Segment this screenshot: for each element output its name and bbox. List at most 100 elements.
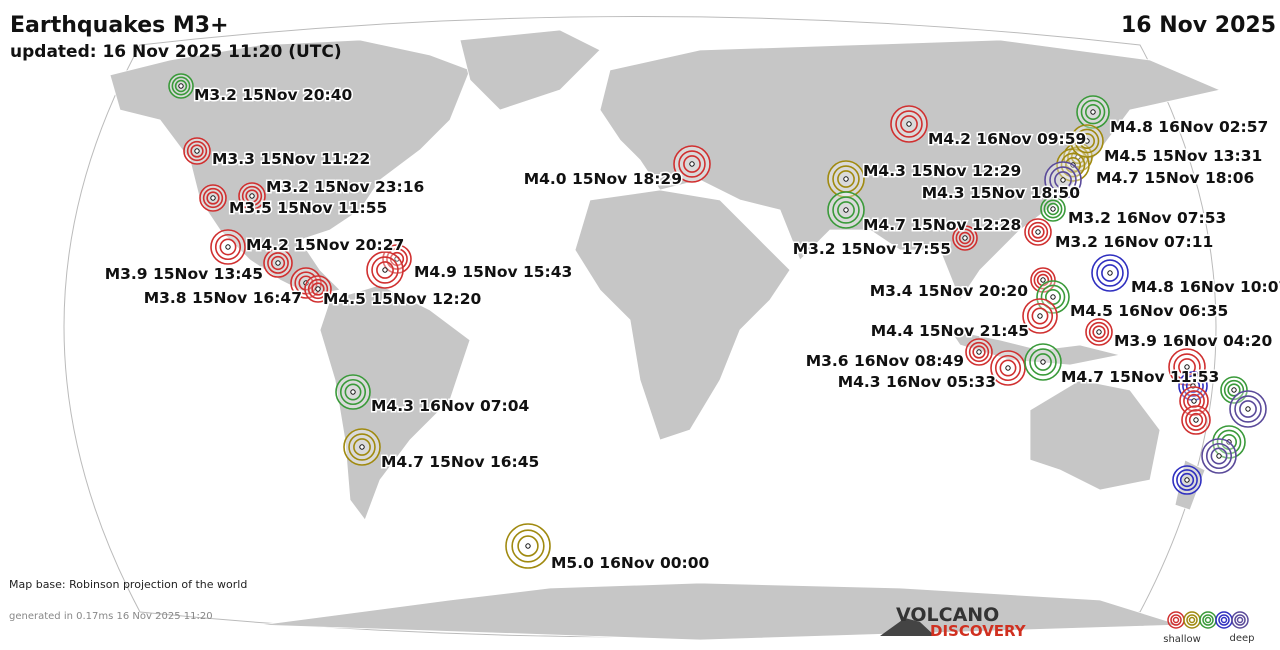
marker-ring (339, 378, 367, 406)
quake-label: M4.8 16Nov 02:57 (1110, 118, 1268, 136)
marker-ring (1173, 353, 1201, 381)
marker-ring (311, 282, 325, 296)
quake-marker (1024, 218, 1052, 246)
marker-ring (1188, 412, 1204, 428)
marker-dot (962, 235, 968, 241)
legend-ring (1170, 614, 1182, 626)
quake-marker (1181, 405, 1211, 435)
marker-ring (1054, 171, 1072, 189)
marker-dot (359, 444, 365, 450)
date: 16 Nov 2025 (1121, 13, 1276, 38)
quake-label: M3.2 16Nov 07:11 (1055, 233, 1213, 251)
marker-ring (1185, 409, 1207, 431)
marker-ring (1031, 307, 1049, 325)
marker-dot (689, 161, 695, 167)
marker-dot (1090, 109, 1096, 115)
quake-marker (505, 523, 551, 569)
marker-ring (353, 438, 371, 456)
marker-ring (1080, 99, 1106, 125)
indonesia (949, 329, 1121, 366)
marker-ring (214, 233, 242, 261)
markers (168, 73, 1267, 569)
antarctica (259, 582, 1181, 641)
marker-dot (350, 389, 356, 395)
quake-marker (238, 182, 266, 210)
quake-marker (1024, 343, 1062, 381)
marker-dot (225, 244, 231, 250)
marker-dot (1107, 270, 1113, 276)
land (109, 29, 1222, 641)
quake-marker (827, 160, 865, 198)
quake-label: M4.2 16Nov 09:59 (928, 130, 1086, 148)
marker-dot (1050, 294, 1056, 300)
quake-label: M4.7 15Nov 18:06 (1096, 169, 1254, 187)
marker-dot (1184, 364, 1190, 370)
quake-marker (1076, 95, 1110, 129)
marker-ring (994, 354, 1022, 382)
marker-ring (1216, 429, 1242, 455)
marker-dot (315, 286, 321, 292)
marker-ring (267, 252, 289, 274)
marker-ring (837, 170, 855, 188)
legend-ring (1186, 614, 1198, 626)
marker-ring (241, 185, 263, 207)
marker-ring (186, 140, 208, 162)
legend-shallow: shallow (1163, 634, 1201, 645)
marker-ring (517, 535, 539, 557)
quake-label: M4.5 15Nov 13:31 (1104, 147, 1262, 165)
marker-dot (525, 543, 531, 549)
north-america (109, 39, 471, 296)
marker-ring (1176, 469, 1198, 491)
marker-dot (976, 349, 982, 355)
marker-ring (1178, 358, 1196, 376)
quake-label: M3.2 15Nov 17:55 (793, 240, 951, 258)
marker-dot (1060, 177, 1066, 183)
marker-ring (206, 191, 220, 205)
quake-label: M4.7 15Nov 11:53 (1061, 368, 1219, 386)
marker-dot (1040, 359, 1046, 365)
marker-ring (683, 155, 701, 173)
quake-label: M5.0 16Nov 00:00 (551, 554, 710, 572)
marker-ring (958, 231, 972, 245)
marker-ring (1079, 133, 1096, 150)
legend (1167, 611, 1249, 629)
greenland (459, 29, 601, 111)
marker-ring (999, 359, 1017, 377)
quake-marker (827, 191, 865, 229)
quake-marker (952, 225, 978, 251)
marker-ring (1074, 128, 1100, 154)
quake-label: M3.4 15Nov 20:20 (870, 282, 1029, 300)
marker-ring (270, 255, 286, 271)
quake-marker (990, 350, 1026, 386)
marker-ring (1034, 353, 1052, 371)
quake-label: M3.2 16Nov 07:53 (1068, 209, 1226, 227)
quake-marker (366, 251, 404, 289)
marker-dot (178, 83, 184, 89)
legend-ring (1220, 616, 1228, 624)
generated: generated in 0.17ms 16 Nov 2025 11:20 (9, 611, 213, 622)
marker-ring (1027, 221, 1049, 243)
quake-label: M4.7 15Nov 12:28 (863, 216, 1021, 234)
quake-label: M4.5 16Nov 06:35 (1070, 302, 1228, 320)
marker-ring (1210, 447, 1228, 465)
marker-dot (1216, 453, 1222, 459)
marker-ring (1031, 225, 1045, 239)
quake-label: M3.5 15Nov 11:55 (229, 199, 387, 217)
legend-ring (1188, 616, 1196, 624)
marker-ring (1026, 302, 1054, 330)
marker-ring (1092, 325, 1106, 339)
updated: updated: 16 Nov 2025 11:20 (UTC) (10, 42, 342, 62)
quake-marker (1220, 376, 1248, 404)
quake-marker (1070, 124, 1104, 158)
quake-marker (168, 73, 194, 99)
marker-dot (1084, 138, 1090, 144)
quake-marker (1044, 161, 1082, 199)
marker-ring (386, 248, 408, 270)
legend-ring (1218, 614, 1230, 626)
quake-label: M4.9 15Nov 15:43 (414, 263, 572, 281)
marker-dot (275, 260, 281, 266)
quake-marker (304, 275, 332, 303)
logo-line2: DISCOVERY (930, 622, 1027, 640)
marker-ring (1223, 379, 1245, 401)
quake-marker (335, 374, 371, 410)
